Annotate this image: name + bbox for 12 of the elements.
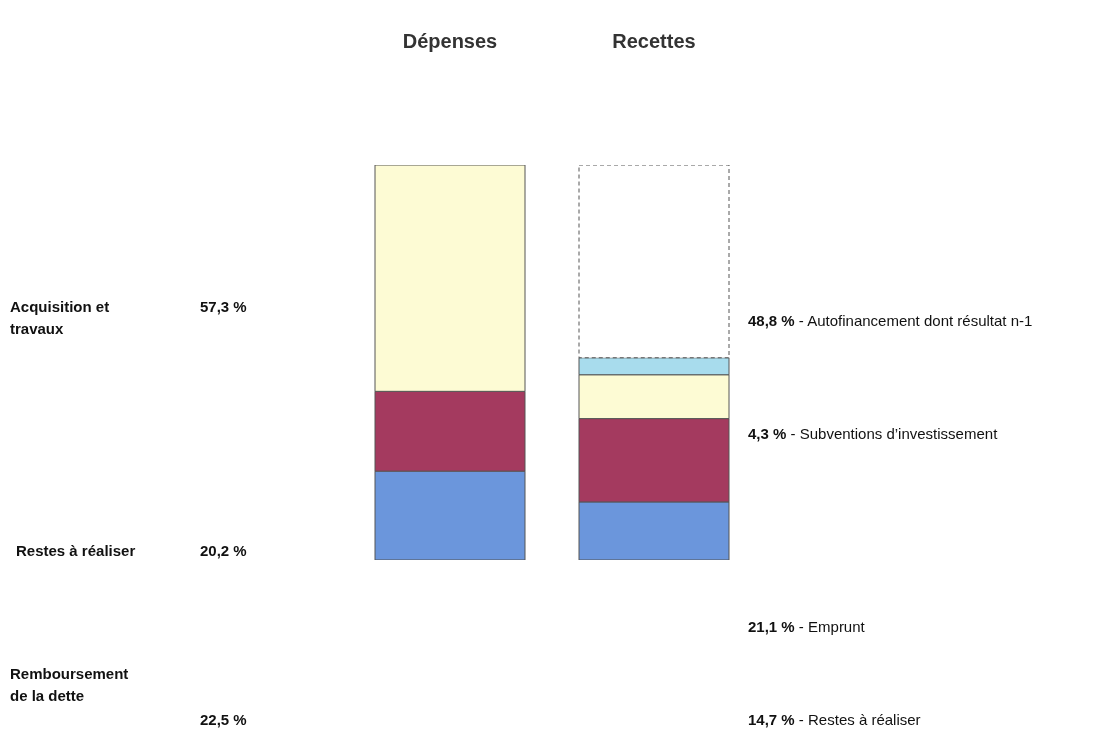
x-tick-label: Dépenses	[402, 30, 498, 52]
text: 57,3 %	[200, 298, 247, 315]
text: Acquisition et travaux	[10, 298, 110, 337]
text: 14,7 % - Restes à réaliser	[748, 711, 921, 728]
text: 21,1 % - Emprunt	[748, 618, 865, 635]
x-tick-label: Recettes	[612, 30, 696, 52]
text: 22,5 %	[200, 711, 247, 728]
text: Restes à réaliser	[16, 542, 136, 559]
text: Remboursement de la dette	[10, 665, 129, 704]
annotation: 48,8 % - Autofinancement dont résultat n-1	[748, 312, 1033, 329]
text: 20,2 %	[200, 542, 247, 559]
annotation: 4,3 % - Subventions d’investissement	[748, 425, 998, 442]
